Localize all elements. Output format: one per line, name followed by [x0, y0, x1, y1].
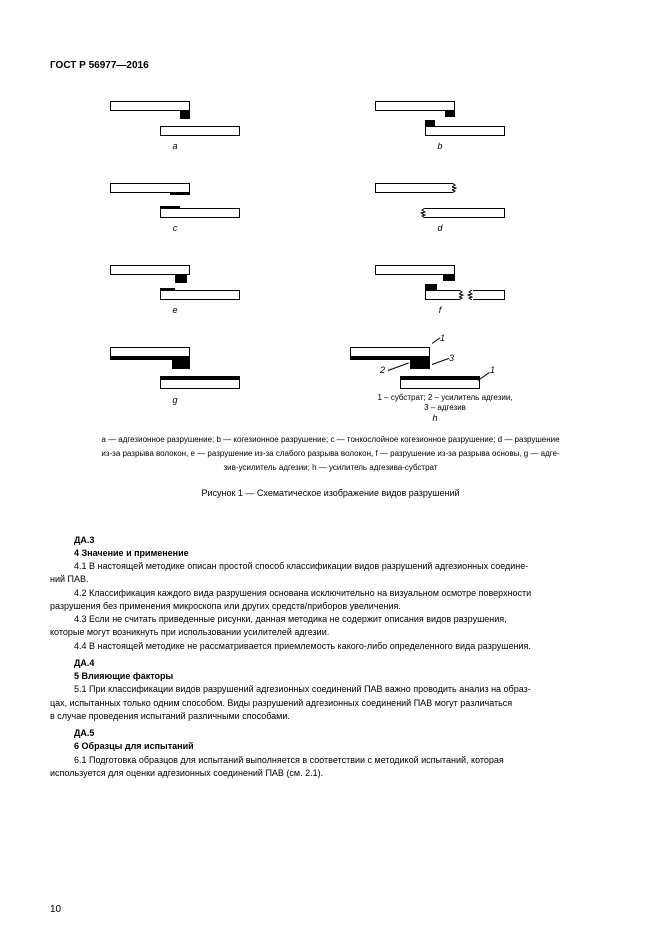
- h-label-3: 3: [449, 353, 454, 364]
- fig-title: Рисунок 1 — Схематическое изображение ви…: [50, 488, 611, 499]
- fig-label-f: f: [435, 305, 445, 316]
- p-6-1b: используется для оценки адгезионных соед…: [50, 768, 611, 779]
- p-5-1: 5.1 При классификации видов разрушений а…: [50, 684, 611, 695]
- fig-label-b: b: [435, 141, 445, 152]
- heading-4: 4 Значение и применение: [50, 548, 611, 559]
- heading-5: 5 Влияющие факторы: [50, 671, 611, 682]
- h-legend-1: 1 – субстрат; 2 – усилитель адгезии,: [350, 393, 540, 403]
- p-6-1: 6.1 Подготовка образцов для испытаний вы…: [50, 755, 611, 766]
- page-number: 10: [50, 904, 61, 917]
- fig-label-e: e: [170, 305, 180, 316]
- h-label-1b: 1: [490, 365, 495, 376]
- fig-label-d: d: [435, 223, 445, 234]
- p-4-3: 4.3 Если не считать приведенные рисунки,…: [50, 614, 611, 625]
- heading-da4: ДА.4: [50, 658, 611, 669]
- fig-caption-line3: зив-усилитель адгезии; h — усилитель адг…: [50, 463, 611, 473]
- p-4-1: 4.1 В настоящей методике описан простой …: [50, 561, 611, 572]
- fig-label-g: g: [170, 395, 180, 406]
- body-text: ДА.3 4 Значение и применение 4.1 В насто…: [50, 535, 611, 780]
- doc-header: ГОСТ Р 56977—2016: [50, 60, 611, 73]
- p-4-2b: разрушения без применения микроскопа или…: [50, 601, 611, 612]
- p-4-3b: которые могут возникнуть при использован…: [50, 627, 611, 638]
- p-4-4: 4.4 В настоящей методике не рассматривае…: [50, 641, 611, 652]
- heading-da3: ДА.3: [50, 535, 611, 546]
- h-label-2: 2: [380, 365, 385, 376]
- fig-label-c: c: [170, 223, 180, 234]
- p-4-1b: ний ПАВ.: [50, 574, 611, 585]
- figure-1: a b c d: [50, 91, 611, 521]
- fig-caption-line1: a — адгезионное разрушение; b — когезион…: [50, 435, 611, 445]
- h-label-1a: 1: [440, 333, 445, 344]
- fig-label-a: a: [170, 141, 180, 152]
- p-4-2: 4.2 Классификация каждого вида разрушени…: [50, 588, 611, 599]
- heading-6: 6 Образцы для испытаний: [50, 741, 611, 752]
- h-legend-2: 3 – адгезив: [350, 403, 540, 413]
- fig-caption-line2: из-за разрыва волокон, e — разрушение из…: [50, 449, 611, 459]
- p-5-1b: цах, испытанных только одним способом. В…: [50, 698, 611, 709]
- heading-da5: ДА.5: [50, 728, 611, 739]
- fig-label-h: h: [430, 413, 440, 424]
- p-5-1c: в случае проведения испытаний различными…: [50, 711, 611, 722]
